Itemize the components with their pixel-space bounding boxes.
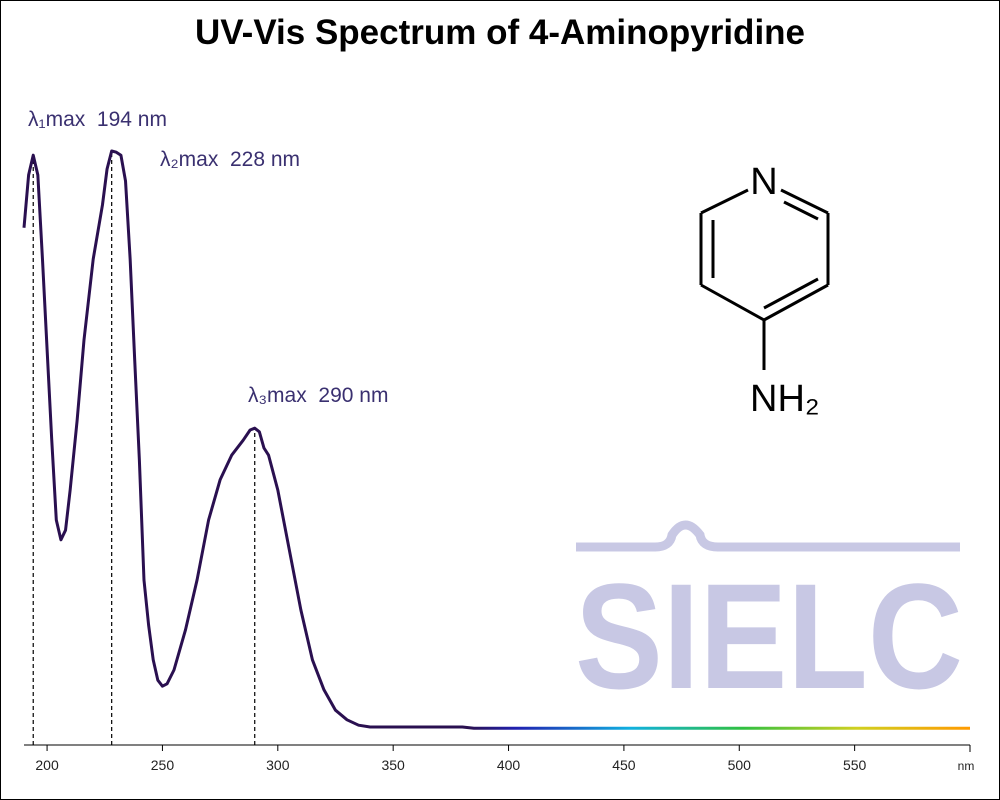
bond (780, 188, 829, 215)
x-tick-label: 550 (843, 757, 867, 773)
watermark-swoosh (576, 520, 960, 552)
x-axis-label: nm (958, 759, 975, 773)
annotation: λ₃max 290 nm (248, 384, 388, 407)
watermark-text: SIELC (575, 552, 963, 720)
bond (763, 277, 819, 310)
x-tick-label: 250 (151, 757, 175, 773)
annotation: λ₂max 228 nm (160, 148, 300, 171)
x-tick-label: 400 (497, 757, 521, 773)
bond (763, 283, 829, 322)
x-tick-label: 200 (35, 757, 59, 773)
x-tick-label: 350 (381, 757, 405, 773)
atom-label: NH₂ (750, 378, 820, 420)
x-tick-label: 500 (728, 757, 752, 773)
annotation: λ₁max 194 nm (28, 108, 167, 131)
atom-label: N (750, 161, 777, 203)
bond (783, 200, 819, 221)
spectrum-line (22, 149, 970, 730)
bond (700, 188, 749, 215)
molecule (699, 188, 830, 370)
bond (700, 283, 765, 322)
chart-title: UV-Vis Spectrum of 4-Aminopyridine (195, 13, 805, 52)
watermark: SIELC (575, 520, 963, 720)
x-tick-label: 300 (266, 757, 290, 773)
x-tick-label: 450 (612, 757, 636, 773)
